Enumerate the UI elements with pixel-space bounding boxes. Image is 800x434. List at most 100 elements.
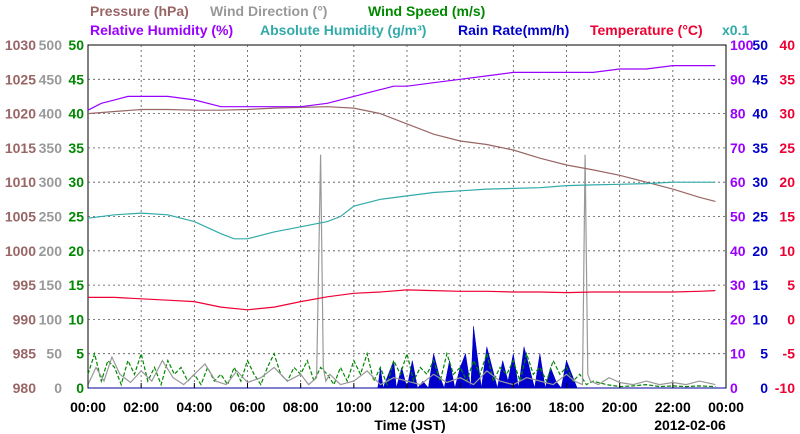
x-tick-label: 20:00	[602, 399, 638, 415]
humidity-tick: 70	[730, 140, 746, 156]
left-axes: 9809859909951000100510101015102010251030…	[5, 37, 84, 396]
pressure-tick: 995	[13, 277, 37, 293]
temperature-tick: 0	[787, 311, 795, 327]
grid-lines	[88, 45, 726, 388]
temperature-tick: 35	[779, 71, 795, 87]
legend-wind-speed: Wind Speed (m/s)	[368, 3, 485, 19]
series-rain-rate	[88, 326, 726, 389]
series-absolute-humidity	[87, 181, 716, 240]
legend-pressure: Pressure (hPa)	[90, 3, 189, 19]
temperature-tick: 15	[779, 209, 795, 225]
wind-speed-tick: 30	[68, 174, 84, 190]
wind-direction-tick: 150	[39, 277, 63, 293]
x-tick-label: 16:00	[495, 399, 531, 415]
legend-rain-rate: Rain Rate(mm/h)	[458, 22, 569, 38]
date-label: 2012-02-06	[654, 417, 726, 433]
rain-tick: 5	[760, 346, 768, 362]
rain-tick: 20	[752, 243, 768, 259]
x-tick-label: 22:00	[655, 399, 691, 415]
humidity-tick: 30	[730, 277, 746, 293]
legend-absolute-humidity: Absolute Humidity (g/m³)	[260, 22, 426, 38]
wind-direction-tick: 500	[39, 37, 63, 53]
temperature-tick: 5	[787, 277, 795, 293]
pressure-tick: 980	[13, 380, 37, 396]
humidity-tick: 80	[730, 106, 746, 122]
wind-direction-tick: 100	[39, 311, 63, 327]
temperature-tick: 30	[779, 106, 795, 122]
wind-speed-tick: 15	[68, 277, 84, 293]
temperature-tick: -5	[783, 346, 796, 362]
rain-tick: 25	[752, 209, 768, 225]
wind-direction-tick: 0	[54, 380, 62, 396]
pressure-tick: 1015	[5, 140, 36, 156]
x-tick-label: 14:00	[442, 399, 478, 415]
temperature-tick: 20	[779, 174, 795, 190]
wind-speed-tick: 25	[68, 209, 84, 225]
humidity-tick: 10	[730, 346, 746, 362]
pressure-tick: 1000	[5, 243, 36, 259]
temperature-tick: 40	[779, 37, 795, 53]
humidity-tick: 20	[730, 311, 746, 327]
legend: Pressure (hPa) Wind Direction (°) Wind S…	[90, 3, 749, 38]
pressure-tick: 1030	[5, 37, 36, 53]
rain-tick: 40	[752, 106, 768, 122]
right-axes: 0102030405060708090100051015202530354045…	[730, 37, 795, 396]
rain-tick: 50	[752, 37, 768, 53]
wind-direction-tick: 400	[39, 106, 63, 122]
series-wind-speed	[87, 351, 716, 388]
x-tick-label: 06:00	[230, 399, 266, 415]
rain-tick: 10	[752, 311, 768, 327]
wind-direction-tick: 50	[46, 346, 62, 362]
wind-speed-tick: 50	[68, 37, 84, 53]
wind-speed-tick: 20	[68, 243, 84, 259]
wind-direction-tick: 200	[39, 243, 63, 259]
rain-tick: 0	[760, 380, 768, 396]
temperature-tick: 10	[779, 243, 795, 259]
pressure-tick: 1010	[5, 174, 36, 190]
x-axis: 00:00 02:00 04:00 06:00 08:00 10:00 12:00 14:00…	[70, 383, 744, 415]
wind-speed-tick: 0	[76, 380, 84, 396]
legend-relative-humidity: Relative Humidity (%)	[90, 22, 233, 38]
x-tick-label: 12:00	[389, 399, 425, 415]
rain-tick: 45	[752, 71, 768, 87]
wind-speed-tick: 40	[68, 106, 84, 122]
pressure-tick: 990	[13, 311, 37, 327]
wind-direction-tick: 350	[39, 140, 63, 156]
pressure-tick: 1020	[5, 106, 36, 122]
humidity-tick: 0	[730, 380, 738, 396]
humidity-tick: 40	[730, 243, 746, 259]
series-pressure	[87, 106, 716, 202]
series-relative-humidity	[87, 64, 716, 111]
wind-direction-tick: 250	[39, 209, 63, 225]
humidity-tick: 50	[730, 209, 746, 225]
rain-tick: 15	[752, 277, 768, 293]
humidity-tick: 100	[730, 37, 754, 53]
wind-direction-tick: 300	[39, 174, 63, 190]
x-tick-label: 08:00	[283, 399, 319, 415]
x-tick-label: 04:00	[176, 399, 212, 415]
x-tick-label: 18:00	[549, 399, 585, 415]
x-tick-label: 00:00	[708, 399, 744, 415]
wind-speed-tick: 35	[68, 140, 84, 156]
x-tick-label: 10:00	[336, 399, 372, 415]
wind-speed-tick: 10	[68, 311, 84, 327]
wind-speed-tick: 45	[68, 71, 84, 87]
wind-speed-tick: 5	[76, 346, 84, 362]
pressure-tick: 985	[13, 346, 37, 362]
legend-temperature: Temperature (°C)	[590, 22, 703, 38]
series-wind-direction	[87, 154, 716, 386]
rain-tick: 30	[752, 174, 768, 190]
pressure-tick: 1005	[5, 209, 36, 225]
x-axis-label: Time (JST)	[374, 417, 445, 433]
humidity-tick: 90	[730, 71, 746, 87]
temperature-tick: -10	[775, 380, 795, 396]
x-tick-label: 02:00	[123, 399, 159, 415]
humidity-tick: 60	[730, 174, 746, 190]
legend-multiplier: x0.1	[722, 22, 749, 38]
wind-direction-tick: 450	[39, 71, 63, 87]
x-tick-label: 00:00	[70, 399, 106, 415]
rain-tick: 35	[752, 140, 768, 156]
series-temperature	[88, 289, 716, 311]
legend-wind-direction: Wind Direction (°)	[210, 3, 327, 19]
